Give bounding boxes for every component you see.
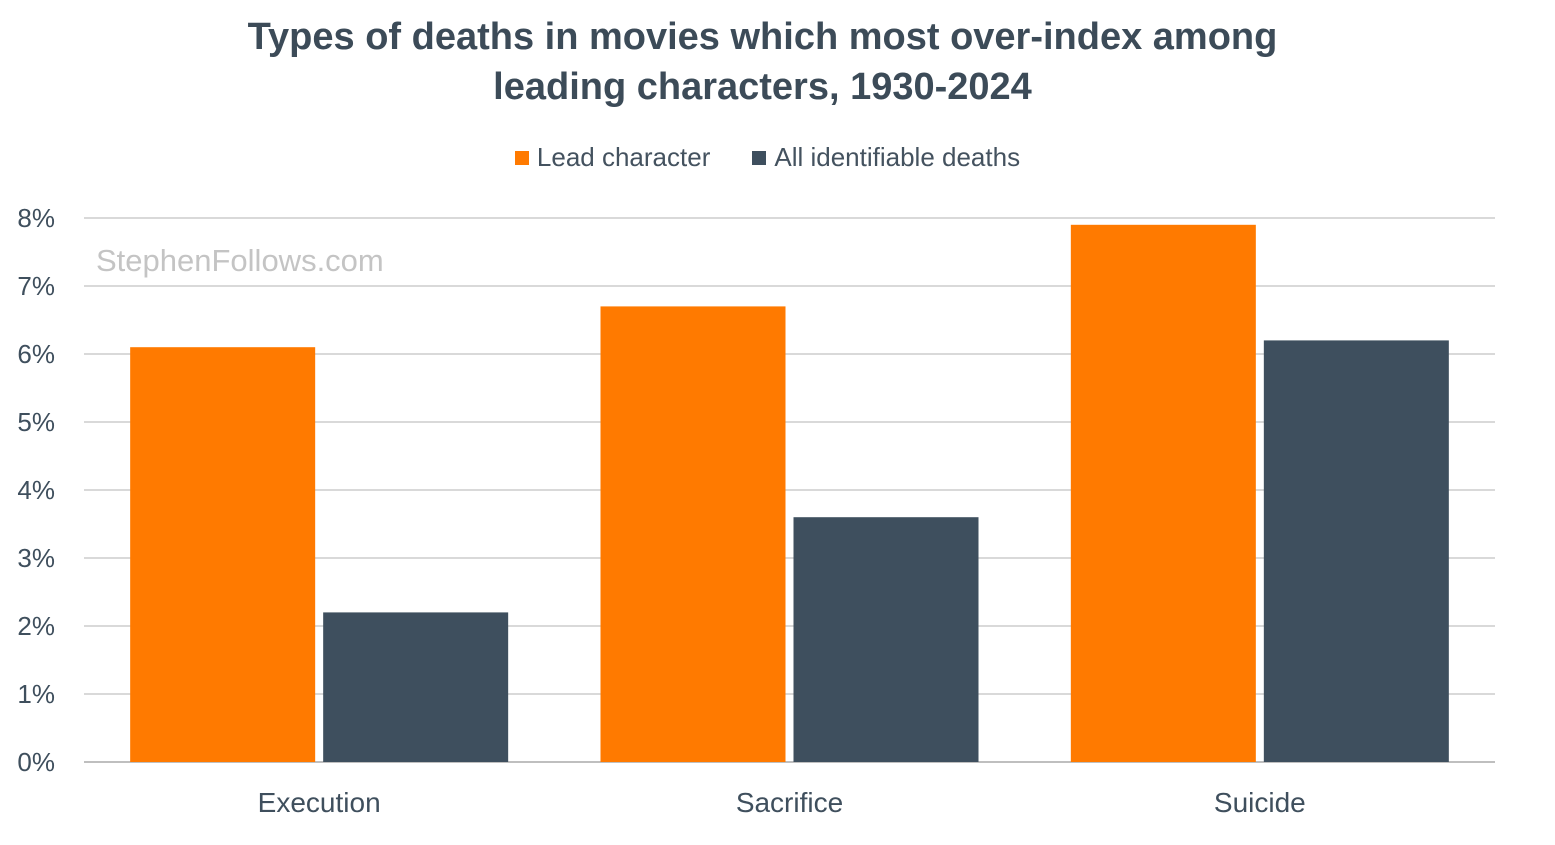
chart-title-line-1: Types of deaths in movies which most ove… [247, 16, 1278, 58]
y-tick-label: 1% [17, 679, 55, 709]
y-tick-label: 3% [17, 543, 55, 573]
legend-swatch-lead [514, 150, 529, 165]
bar-lead-suicide [1070, 224, 1256, 763]
y-tick-label: 6% [17, 339, 55, 369]
watermark: StephenFollows.com [96, 243, 384, 278]
y-tick-label: 5% [17, 407, 55, 437]
x-category-label: Suicide [1214, 787, 1306, 818]
x-axis-labels: Execution Sacrifice Suicide [258, 787, 1306, 818]
bar-all-sacrifice [793, 517, 979, 762]
bar-lead-sacrifice [600, 306, 786, 762]
legend-item-lead: Lead character [514, 142, 711, 173]
x-category-label: Sacrifice [736, 787, 843, 818]
bars [130, 224, 1449, 763]
bar-all-execution [323, 612, 509, 762]
legend-item-all: All identifiable deaths [752, 142, 1020, 173]
x-category-label: Execution [258, 787, 381, 818]
legend-label-lead: Lead character [536, 142, 711, 172]
y-axis-ticks: 0% 1% 2% 3% 4% 5% 6% 7% 8% [17, 203, 55, 777]
y-tick-label: 7% [17, 271, 55, 301]
y-tick-label: 4% [17, 475, 55, 505]
legend-swatch-all [752, 150, 767, 165]
gridlines [84, 217, 1495, 763]
bar-all-suicide [1263, 340, 1449, 762]
legend-label-all: All identifiable deaths [774, 142, 1021, 172]
bar-lead-execution [130, 347, 316, 762]
y-tick-label: 8% [17, 203, 55, 233]
chart-legend: Lead character All identifiable deaths [0, 142, 1535, 173]
chart-title-line-2: leading characters, 1930-2024 [493, 66, 1032, 108]
y-tick-label: 2% [17, 611, 55, 641]
y-tick-label: 0% [17, 747, 55, 777]
chart-title: Types of deaths in movies which most ove… [0, 12, 1525, 112]
